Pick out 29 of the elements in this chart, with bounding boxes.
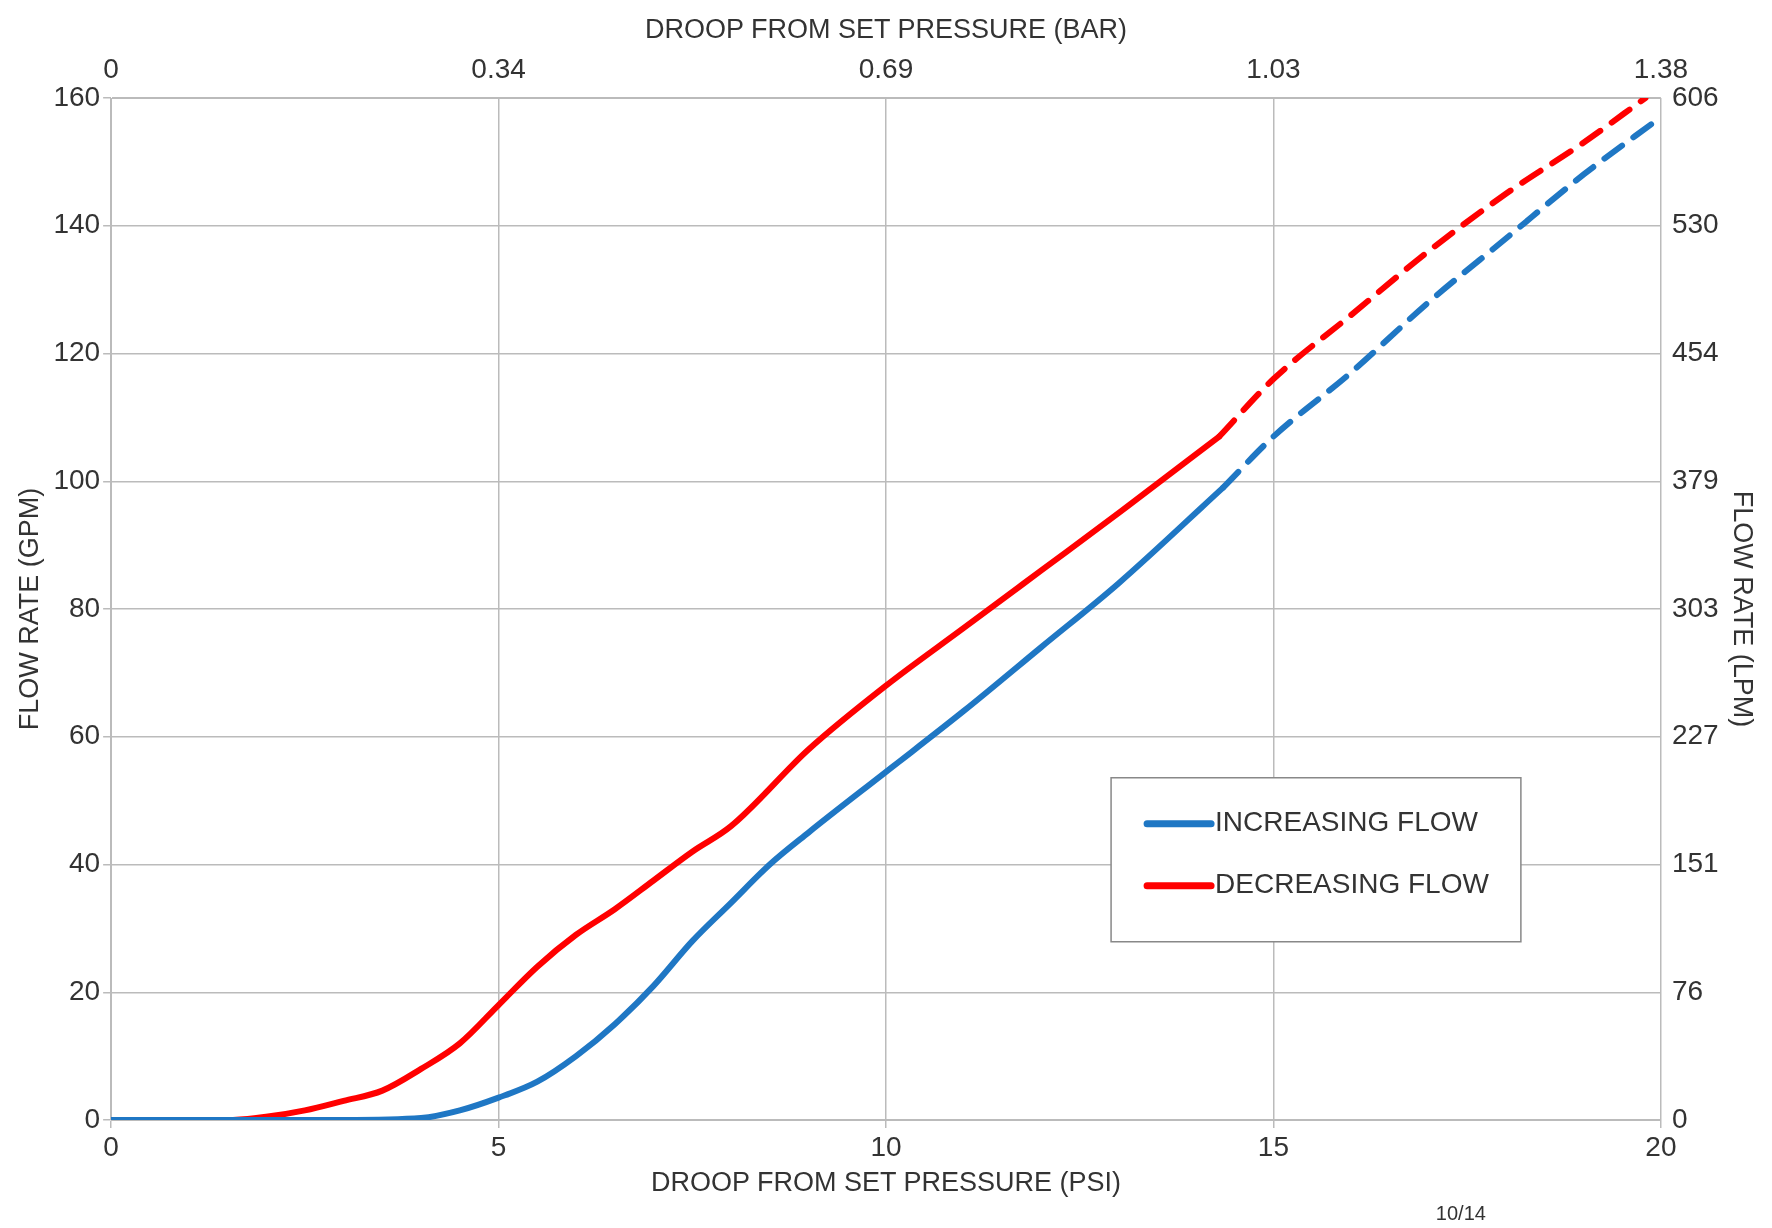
legend-label: DECREASING FLOW bbox=[1215, 868, 1490, 900]
y-tick-label: 120 bbox=[53, 336, 101, 368]
y-tick-label: 20 bbox=[68, 974, 101, 1006]
y-tick-label: 60 bbox=[68, 719, 101, 751]
y2-axis-title: FLOW RATE (LPM) bbox=[1728, 490, 1759, 728]
x-tick-label: 10 bbox=[870, 1130, 902, 1162]
legend-label: INCREASING FLOW bbox=[1215, 806, 1479, 838]
y2-tick-label: 303 bbox=[1671, 591, 1719, 623]
y2-tick-label: 76 bbox=[1671, 974, 1704, 1006]
y2-tick-label: 454 bbox=[1671, 336, 1719, 368]
x2-tick-label: 0.34 bbox=[471, 52, 526, 84]
y2-tick-label: 227 bbox=[1671, 719, 1719, 751]
x2-tick-label: 1.03 bbox=[1246, 52, 1301, 84]
y-tick-label: 0 bbox=[84, 1102, 101, 1134]
x-tick-label: 15 bbox=[1257, 1130, 1290, 1162]
y-tick-label: 100 bbox=[53, 463, 101, 495]
x2-tick-label: 0.69 bbox=[858, 52, 914, 84]
y-tick-label: 160 bbox=[53, 80, 101, 112]
y-tick-label: 140 bbox=[53, 208, 101, 240]
text: 10/14 bbox=[1435, 1201, 1486, 1224]
x-axis-title: DROOP FROM SET PRESSURE (PSI) bbox=[650, 1167, 1122, 1198]
x-tick-label: 5 bbox=[490, 1130, 507, 1162]
y2-tick-label: 379 bbox=[1671, 463, 1719, 495]
y-axis-title: FLOW RATE (GPM) bbox=[13, 487, 44, 731]
y-tick-label: 80 bbox=[68, 591, 101, 623]
y2-tick-label: 530 bbox=[1671, 208, 1719, 240]
y-tick-label: 40 bbox=[68, 847, 101, 879]
y2-tick-label: 151 bbox=[1671, 847, 1719, 879]
x2-axis-title: DROOP FROM SET PRESSURE (BAR) bbox=[644, 13, 1128, 44]
